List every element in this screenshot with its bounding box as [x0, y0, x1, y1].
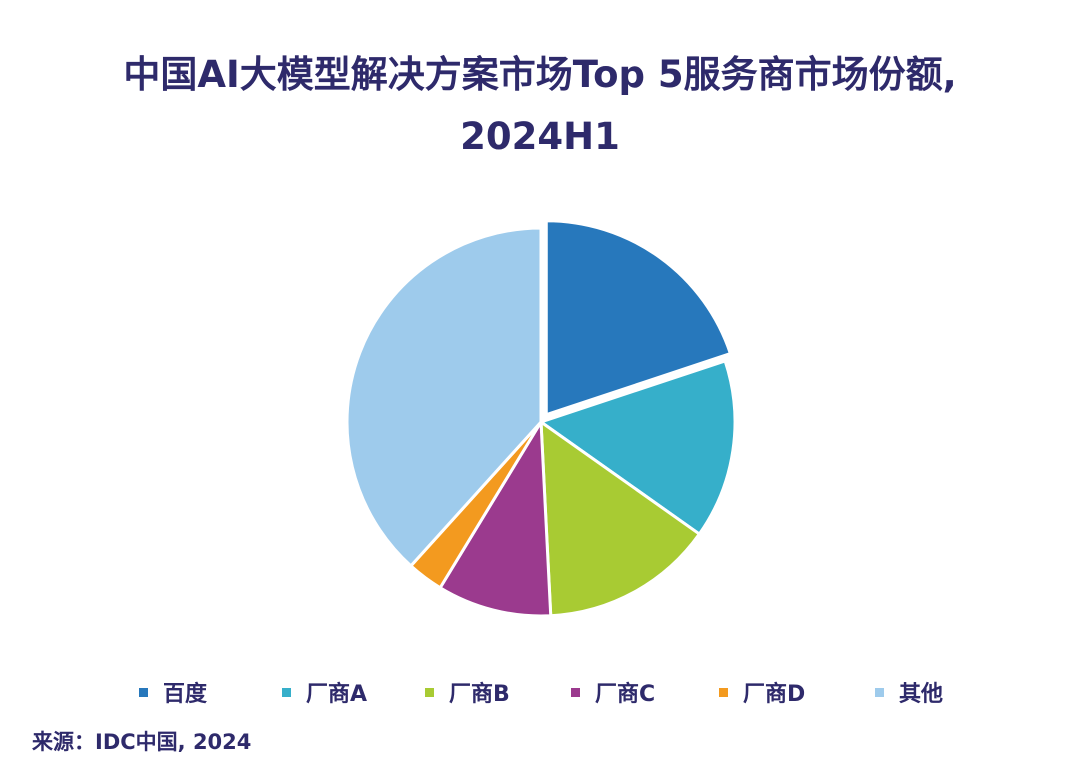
pie-slice-5	[345, 226, 543, 568]
pie-slice-0	[544, 219, 732, 417]
legend-swatch-vendor-b	[425, 687, 434, 697]
legend-label-vendor-b: 厂商B	[449, 682, 510, 707]
legend-swatch-vendor-d	[719, 687, 728, 697]
legend-item-vendor-d: 厂商D	[719, 672, 805, 712]
legend-item-vendor-a: 厂商A	[282, 672, 367, 712]
legend-swatch-others	[875, 687, 884, 697]
legend-label-others: 其他	[899, 682, 944, 707]
chart-title: 中国AI大模型解决方案市场Top 5服务商市场份额, 2024H1	[0, 44, 1080, 168]
legend-label-vendor-d: 厂商D	[743, 682, 806, 707]
legend-swatch-vendor-c	[571, 687, 580, 697]
chart-title-line-2: 2024H1	[460, 115, 620, 158]
legend-swatch-vendor-a	[282, 687, 291, 697]
pie-slice-2	[539, 420, 701, 618]
source-note: 来源：IDC中国, 2024	[32, 730, 252, 754]
legend-item-baidu: 百度	[139, 672, 207, 712]
pie-slice-3	[438, 420, 553, 618]
legend-swatch-baidu	[139, 687, 148, 697]
legend-item-others: 其他	[875, 672, 943, 712]
pie-slice-1	[539, 359, 737, 536]
legend-label-vendor-c: 厂商C	[595, 682, 656, 707]
legend: 百度 厂商A 厂商B 厂商C 厂商D 其他	[0, 672, 1080, 712]
chart-title-line-1: 中国AI大模型解决方案市场Top 5服务商市场份额,	[123, 53, 957, 96]
legend-item-vendor-c: 厂商C	[571, 672, 655, 712]
legend-label-vendor-a: 厂商A	[306, 682, 368, 707]
legend-label-baidu: 百度	[163, 682, 208, 707]
legend-item-vendor-b: 厂商B	[425, 672, 510, 712]
